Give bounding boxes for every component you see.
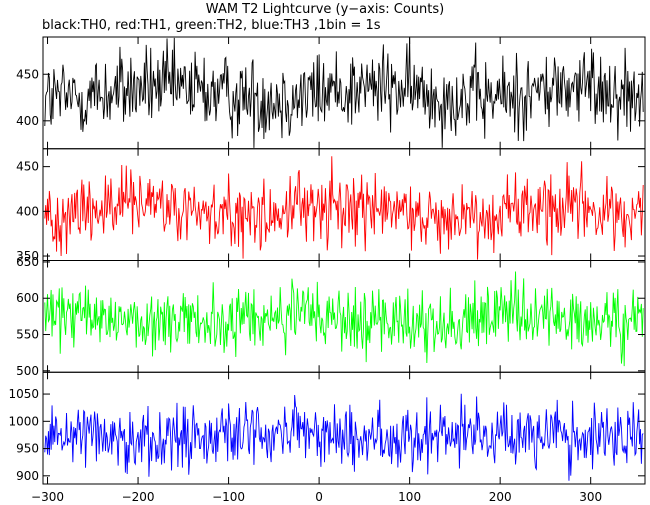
y-tick-label: 500 xyxy=(16,364,39,378)
y-tick-label: 950 xyxy=(16,442,39,456)
y-tick-label: 450 xyxy=(16,160,39,174)
x-tick-label: 200 xyxy=(489,490,512,504)
x-tick-label: 100 xyxy=(398,490,421,504)
y-tick-label: 400 xyxy=(16,114,39,128)
y-tick-label: 550 xyxy=(16,328,39,342)
series-trace-th0 xyxy=(44,37,644,148)
x-tick-label: 300 xyxy=(579,490,602,504)
x-tick-label: −300 xyxy=(31,490,64,504)
y-tick-label: 600 xyxy=(16,291,39,305)
y-tick-label: 450 xyxy=(16,67,39,81)
y-tick-label: 650 xyxy=(16,255,39,269)
y-tick-label: 1000 xyxy=(8,414,39,428)
chart-subtitle: black:TH0, red:TH1, green:TH2, blue:TH3 … xyxy=(42,18,381,33)
series-trace-th3 xyxy=(44,393,644,481)
series-trace-th1 xyxy=(44,156,644,260)
series-trace-th2 xyxy=(44,271,644,367)
panel-frame-th3 xyxy=(42,371,646,485)
x-tick-label: −200 xyxy=(122,490,155,504)
x-tick-label: 0 xyxy=(315,490,323,504)
y-tick-label: 900 xyxy=(16,469,39,483)
y-tick-label: 1050 xyxy=(8,387,39,401)
y-tick-label: 400 xyxy=(16,204,39,218)
y-tick-label: 350 xyxy=(16,249,39,263)
chart-title: WAM T2 Lightcurve (y−axis: Counts) xyxy=(205,2,445,17)
x-tick-label: −100 xyxy=(212,490,245,504)
